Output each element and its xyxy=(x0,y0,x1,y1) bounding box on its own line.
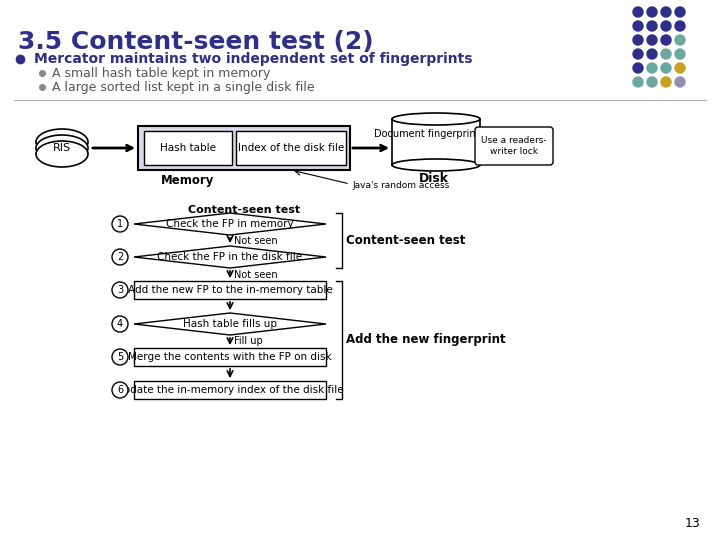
Text: Not seen: Not seen xyxy=(234,269,278,280)
Circle shape xyxy=(647,63,657,73)
Circle shape xyxy=(633,21,643,31)
FancyBboxPatch shape xyxy=(134,348,326,366)
Circle shape xyxy=(661,35,671,45)
Circle shape xyxy=(112,382,128,398)
Circle shape xyxy=(633,63,643,73)
Bar xyxy=(392,119,480,165)
Text: A large sorted list kept in a single disk file: A large sorted list kept in a single dis… xyxy=(52,80,315,93)
Circle shape xyxy=(647,49,657,59)
Text: 3.5 Content-seen test (2): 3.5 Content-seen test (2) xyxy=(18,30,374,54)
Circle shape xyxy=(647,77,657,87)
Circle shape xyxy=(661,49,671,59)
Circle shape xyxy=(675,77,685,87)
Text: 13: 13 xyxy=(684,517,700,530)
Text: RIS: RIS xyxy=(53,143,71,153)
Circle shape xyxy=(112,349,128,365)
Text: Add the new fingerprint: Add the new fingerprint xyxy=(346,334,505,347)
Text: Java's random access: Java's random access xyxy=(352,181,449,191)
Ellipse shape xyxy=(36,129,88,155)
Polygon shape xyxy=(134,246,326,268)
Text: Content-seen test: Content-seen test xyxy=(188,205,300,215)
Text: 5: 5 xyxy=(117,352,123,362)
Circle shape xyxy=(675,35,685,45)
Circle shape xyxy=(661,21,671,31)
Text: Check the FP in the disk file: Check the FP in the disk file xyxy=(158,252,302,262)
Circle shape xyxy=(112,282,128,298)
Text: 4: 4 xyxy=(117,319,123,329)
Circle shape xyxy=(112,249,128,265)
FancyBboxPatch shape xyxy=(144,131,232,165)
Circle shape xyxy=(112,316,128,332)
Text: Memory: Memory xyxy=(161,174,215,187)
Text: A small hash table kept in memory: A small hash table kept in memory xyxy=(52,66,271,79)
Circle shape xyxy=(661,63,671,73)
Text: Hash table fills up: Hash table fills up xyxy=(183,319,277,329)
Circle shape xyxy=(633,7,643,17)
Text: Merge the contents with the FP on disk: Merge the contents with the FP on disk xyxy=(128,352,332,362)
Circle shape xyxy=(647,35,657,45)
Circle shape xyxy=(661,7,671,17)
Circle shape xyxy=(633,77,643,87)
Polygon shape xyxy=(134,313,326,335)
Ellipse shape xyxy=(36,135,88,161)
Circle shape xyxy=(633,35,643,45)
Ellipse shape xyxy=(36,141,88,167)
Circle shape xyxy=(633,49,643,59)
Text: 3: 3 xyxy=(117,285,123,295)
Text: Check the FP in memory: Check the FP in memory xyxy=(166,219,294,229)
Text: Fill up: Fill up xyxy=(234,336,263,347)
Text: 6: 6 xyxy=(117,385,123,395)
Text: Hash table: Hash table xyxy=(160,143,216,153)
Text: Mercator maintains two independent set of fingerprints: Mercator maintains two independent set o… xyxy=(34,52,472,66)
Polygon shape xyxy=(134,213,326,235)
Text: Update the in-memory index of the disk file: Update the in-memory index of the disk f… xyxy=(116,385,344,395)
Ellipse shape xyxy=(392,113,480,125)
Text: 2: 2 xyxy=(117,252,123,262)
Text: Not seen: Not seen xyxy=(234,235,278,246)
Text: Disk: Disk xyxy=(419,172,449,185)
Circle shape xyxy=(675,21,685,31)
Text: Index of the disk file: Index of the disk file xyxy=(238,143,344,153)
Circle shape xyxy=(112,216,128,232)
Text: Content-seen test: Content-seen test xyxy=(346,234,465,247)
FancyBboxPatch shape xyxy=(236,131,346,165)
Circle shape xyxy=(675,49,685,59)
Text: Use a readers-
writer lock: Use a readers- writer lock xyxy=(481,136,546,156)
Circle shape xyxy=(661,77,671,87)
FancyBboxPatch shape xyxy=(475,127,553,165)
Text: Document fingerprint set: Document fingerprint set xyxy=(374,129,498,139)
Text: Add the new FP to the in-memory table: Add the new FP to the in-memory table xyxy=(127,285,333,295)
Circle shape xyxy=(647,7,657,17)
FancyBboxPatch shape xyxy=(134,281,326,299)
Circle shape xyxy=(647,21,657,31)
FancyBboxPatch shape xyxy=(138,126,350,170)
Text: 1: 1 xyxy=(117,219,123,229)
FancyBboxPatch shape xyxy=(134,381,326,399)
Circle shape xyxy=(675,63,685,73)
Ellipse shape xyxy=(392,159,480,171)
Circle shape xyxy=(675,7,685,17)
